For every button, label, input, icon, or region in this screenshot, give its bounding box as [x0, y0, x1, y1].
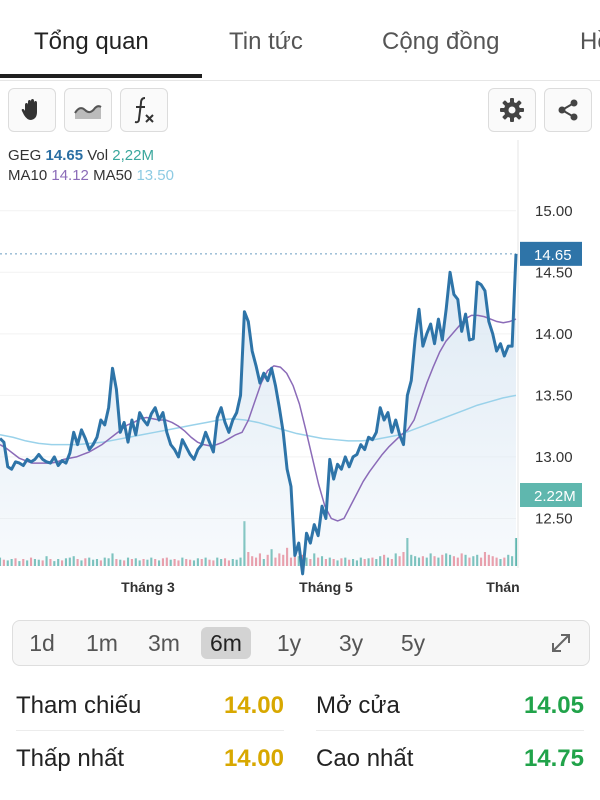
x-axis-label: Tháng 3 — [121, 579, 175, 595]
current-price-label: 14.65 — [534, 247, 572, 264]
price-legend: GEG 14.65 Vol 2,22M — [8, 147, 154, 164]
ma10-label: MA10 — [8, 167, 48, 184]
x-axis-label: Tháng 5 — [299, 579, 353, 595]
range-3y[interactable]: 3y — [338, 630, 364, 656]
tab-community[interactable]: Cộng đồng — [382, 28, 500, 55]
current-price-tag — [520, 241, 582, 266]
divider — [16, 730, 284, 731]
range-1d[interactable]: 1d — [29, 630, 55, 656]
chart-type-button[interactable] — [64, 88, 112, 132]
high-price-value: 14.75 — [523, 745, 584, 772]
y-tick-label: 12.50 — [535, 510, 573, 527]
line-chart-icon — [74, 105, 102, 119]
divider — [316, 730, 584, 731]
range-1m[interactable]: 1m — [86, 630, 118, 656]
tab-overview[interactable]: Tổng quan — [34, 28, 149, 55]
price-area — [0, 253, 516, 574]
share-icon — [558, 99, 578, 121]
open-price-label: Mở cửa — [316, 692, 400, 719]
tab-profile[interactable]: Hồ — [580, 28, 600, 55]
ma50-value: 13.50 — [136, 167, 174, 184]
ma50-label: MA50 — [93, 167, 133, 184]
ma10-value: 14.12 — [51, 167, 89, 184]
ma-legend: MA10 14.12 MA50 13.50 — [8, 167, 174, 184]
x-axis-label: Thán — [486, 579, 519, 595]
range-1y[interactable]: 1y — [276, 630, 302, 656]
ref-price-label: Tham chiếu — [16, 692, 142, 719]
share-button[interactable] — [544, 88, 592, 132]
indicators-button[interactable] — [120, 88, 168, 132]
active-tab-indicator — [0, 74, 202, 78]
hand-icon — [21, 99, 37, 120]
range-5y[interactable]: 5y — [400, 630, 426, 656]
y-tick-label: 14.50 — [535, 264, 573, 281]
y-tick-label: 15.00 — [535, 203, 573, 220]
current-volume-tag — [520, 483, 582, 507]
ref-price-value: 14.00 — [223, 692, 284, 719]
ticker: GEG — [8, 147, 42, 164]
function-icon — [134, 97, 154, 124]
vol-value: 2,22M — [112, 147, 154, 164]
range-selector: 1d 1m 3m 6m 1y 3y 5y — [12, 620, 590, 666]
range-3m[interactable]: 3m — [148, 630, 180, 656]
y-tick-label: 13.00 — [535, 449, 573, 466]
tab-bar: Tổng quan Tin tức Cộng đồng Hồ — [0, 0, 600, 81]
tab-news[interactable]: Tin tức — [229, 28, 303, 55]
y-tick-label: 13.50 — [535, 387, 573, 404]
vol-label: Vol — [87, 147, 109, 164]
ma10-line — [0, 314, 517, 522]
gear-icon — [500, 98, 524, 122]
range-6m[interactable]: 6m — [201, 627, 251, 659]
low-price-value: 14.00 — [223, 745, 284, 772]
price-chart[interactable]: 15.00 14.50 14.00 13.50 13.00 12.50 14.65 2.22M… — [0, 140, 600, 600]
high-price-label: Cao nhất — [316, 745, 414, 772]
price-value: 14.65 — [45, 147, 84, 164]
y-tick-label: 14.00 — [535, 326, 573, 343]
settings-button[interactable] — [488, 88, 536, 132]
current-volume-label: 2.22M — [534, 488, 576, 505]
price-line — [0, 253, 518, 576]
low-price-label: Thấp nhất — [16, 745, 125, 772]
expand-icon[interactable] — [547, 629, 575, 657]
open-price-value: 14.05 — [523, 692, 584, 719]
hand-tool-button[interactable] — [8, 88, 56, 132]
